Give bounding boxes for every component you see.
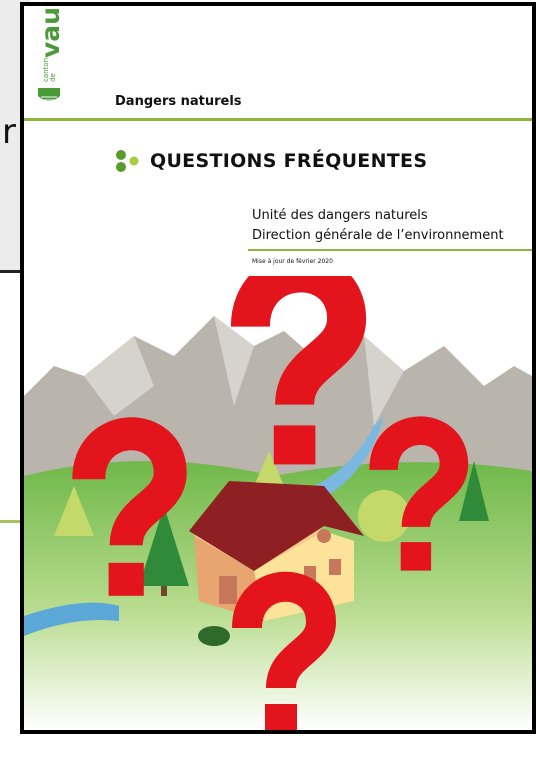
rule — [248, 249, 532, 251]
subtitle: Unité des dangers naturels Direction gén… — [252, 206, 504, 246]
section-label: Dangers naturels — [115, 94, 242, 109]
subtitle-line: Unité des dangers naturels — [252, 206, 504, 226]
update-date: Mise à jour de février 2020 — [252, 258, 333, 265]
background-text: r — [2, 112, 16, 152]
subtitle-line: Direction générale de l’environnement — [252, 226, 504, 246]
logo-shield — [36, 86, 62, 106]
logo-small: canton de — [43, 60, 57, 82]
bush — [198, 626, 230, 646]
document-cover: canton de vaud Dangers naturels QUESTION… — [20, 2, 536, 734]
title-dots — [114, 149, 142, 173]
logo-big: vaud — [38, 2, 63, 58]
logo: canton de vaud — [36, 12, 64, 108]
screen: r canton de vaud Dangers naturels QUESTI… — [0, 0, 540, 760]
bush — [358, 490, 410, 542]
rule — [24, 118, 532, 121]
illustration — [24, 276, 532, 730]
title-text: QUESTIONS FRÉQUENTES — [150, 150, 427, 172]
title: QUESTIONS FRÉQUENTES — [114, 149, 427, 173]
